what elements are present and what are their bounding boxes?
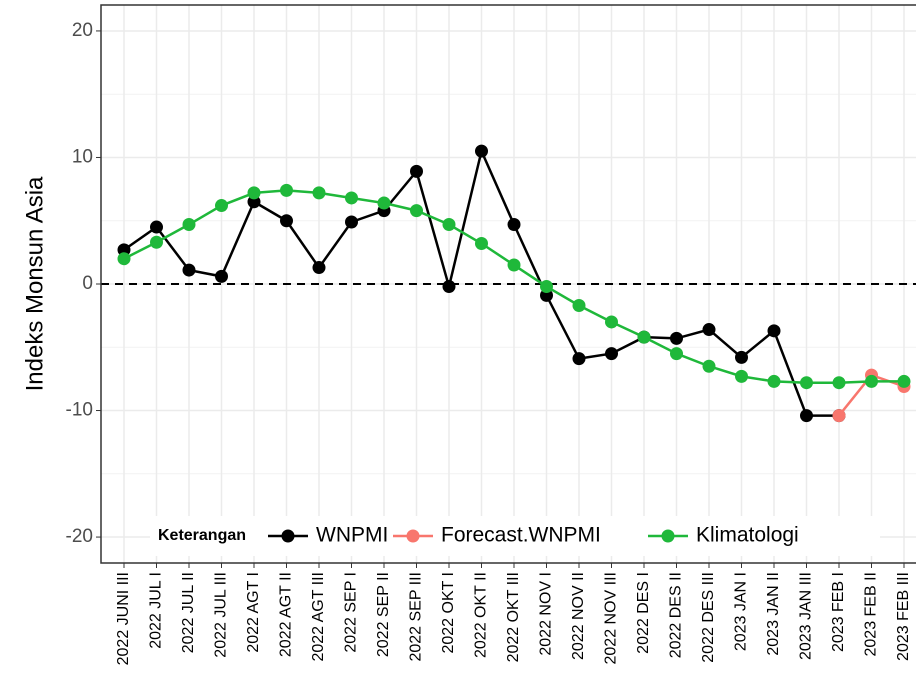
x-tick-label: 2022 DES II <box>668 572 685 658</box>
x-tick-label: 2022 AGT II <box>278 572 295 657</box>
point <box>215 199 228 213</box>
point <box>117 252 131 266</box>
y-tick-label: -10 <box>66 400 93 421</box>
point <box>832 409 846 423</box>
point <box>507 218 521 232</box>
legend-label: Klimatologi <box>696 524 799 547</box>
point <box>280 183 293 197</box>
x-tick-label: 2022 JUL I <box>148 572 165 649</box>
point <box>150 235 163 249</box>
point <box>735 369 748 383</box>
x-tick-label: 2023 FEB I <box>830 572 847 652</box>
point <box>702 323 716 337</box>
point <box>442 218 456 232</box>
point <box>540 280 553 294</box>
x-tick-label: 2022 NOV II <box>570 572 587 660</box>
x-tick-label: 2023 FEB II <box>863 572 880 657</box>
x-tick-label: 2023 JAN I <box>733 572 750 651</box>
point <box>767 374 781 388</box>
legend-label: Forecast.WNPMI <box>441 524 601 547</box>
x-tick-label: 2022 OKT III <box>505 572 522 662</box>
legend-marker <box>661 529 675 543</box>
x-tick-label: 2022 AGT I <box>245 572 262 653</box>
y-axis-title: Indeks Monsun Asia <box>21 176 48 391</box>
x-tick-label: 2022 JUNI III <box>115 572 132 665</box>
point <box>345 191 358 205</box>
x-tick-label: 2022 AGT III <box>310 572 327 662</box>
y-tick-label: -20 <box>66 526 93 547</box>
point <box>442 280 456 294</box>
point <box>735 350 748 364</box>
point <box>670 347 683 361</box>
legend-title: Keterangan <box>158 527 246 544</box>
legend-label: WNPMI <box>316 524 388 547</box>
x-tick-label: 2022 NOV III <box>603 572 620 665</box>
point <box>247 186 261 200</box>
point <box>377 196 391 210</box>
point <box>865 374 878 388</box>
y-tick-label: 10 <box>72 146 93 167</box>
point <box>312 186 326 200</box>
x-tick-label: 2022 OKT II <box>473 572 490 658</box>
point <box>572 299 586 313</box>
point <box>507 258 521 272</box>
x-tick-label: 2022 SEP I <box>343 572 360 653</box>
point <box>312 261 326 275</box>
point <box>410 204 423 218</box>
x-tick-label: 2022 JUL II <box>180 572 197 653</box>
point <box>345 215 358 229</box>
x-tick-label: 2022 SEP II <box>375 572 392 657</box>
point <box>767 324 781 338</box>
point <box>215 269 228 283</box>
point <box>800 376 813 390</box>
point <box>410 164 423 178</box>
point <box>182 263 196 277</box>
point <box>800 409 813 423</box>
point <box>280 214 293 228</box>
point <box>475 144 488 158</box>
point <box>605 315 618 329</box>
point <box>637 330 651 344</box>
point <box>150 220 163 234</box>
point <box>897 374 911 388</box>
y-tick-label: 0 <box>82 273 93 294</box>
point <box>572 352 586 366</box>
x-tick-label: 2022 SEP III <box>408 572 425 662</box>
point <box>832 376 846 390</box>
point <box>702 359 716 373</box>
x-tick-label: 2022 DES I <box>635 572 652 654</box>
point <box>605 347 618 361</box>
point <box>475 237 488 251</box>
x-tick-label: 2023 FEB III <box>895 572 912 661</box>
legend-marker <box>406 529 420 543</box>
x-tick-label: 2022 NOV I <box>538 572 555 656</box>
point <box>670 331 683 345</box>
legend-marker <box>281 529 295 543</box>
x-tick-label: 2023 JAN III <box>798 572 815 660</box>
y-tick-label: 20 <box>72 20 93 41</box>
point <box>182 218 196 232</box>
x-tick-label: 2022 JUL III <box>213 572 230 658</box>
x-tick-label: 2022 DES III <box>700 572 717 663</box>
x-tick-label: 2022 OKT I <box>440 572 457 654</box>
x-tick-label: 2023 JAN II <box>765 572 782 656</box>
plot-border <box>100 4 916 564</box>
